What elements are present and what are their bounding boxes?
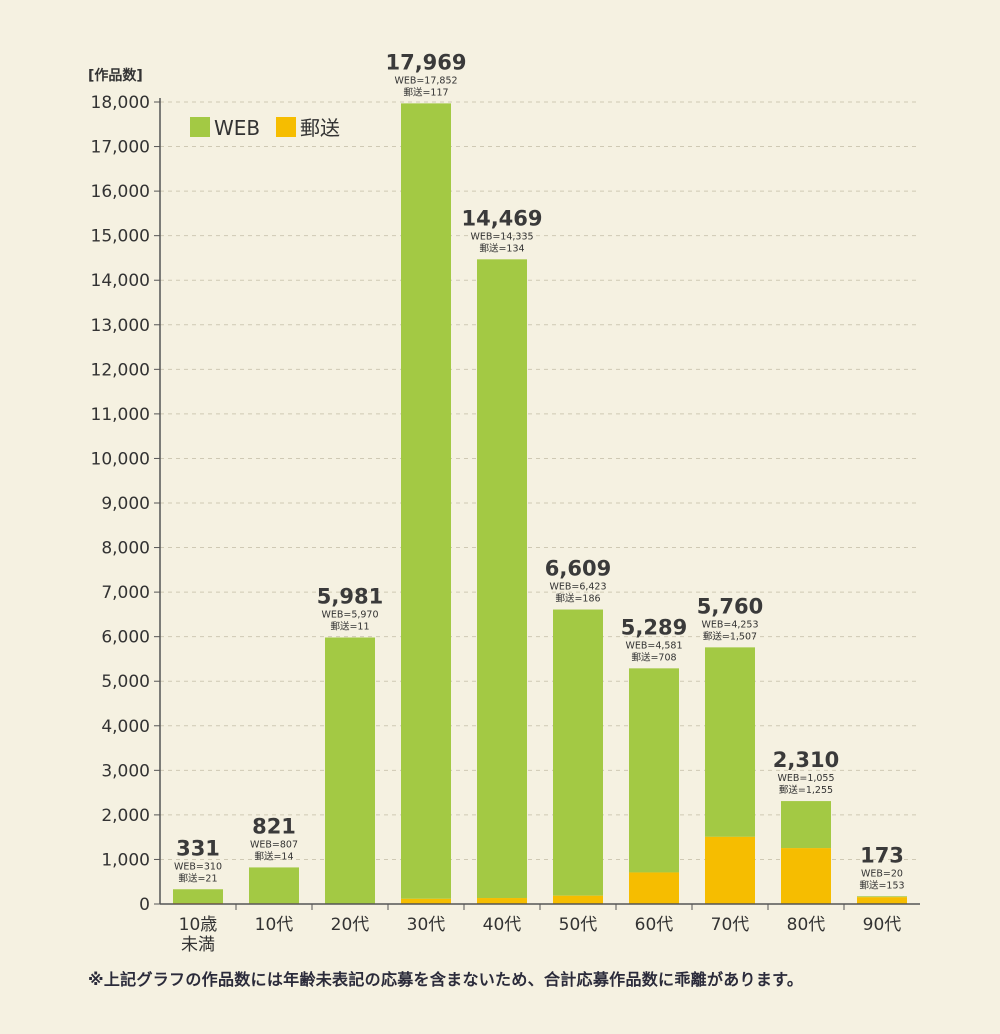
footnote: ※上記グラフの作品数には年齢未表記の応募を含まないため、合計応募作品数に乖離があ…: [88, 970, 804, 989]
legend-swatch-mail: [276, 117, 296, 137]
bar-web: [705, 647, 755, 837]
y-tick-label: 0: [139, 895, 150, 915]
y-tick-label: 14,000: [91, 271, 150, 291]
data-label-web: WEB=14,335: [470, 231, 533, 242]
data-label-total: 2,310: [773, 748, 839, 772]
bar-mail: [629, 872, 679, 904]
data-label-mail: 郵送=14: [254, 850, 293, 862]
x-tick-label: 30代: [407, 915, 446, 935]
data-label-total: 6,609: [545, 557, 611, 581]
data-label-web: WEB=5,970: [321, 610, 378, 621]
y-tick-label: 2,000: [101, 806, 150, 826]
data-label-web: WEB=20: [861, 868, 903, 879]
y-tick-label: 1,000: [101, 850, 150, 870]
bar-web: [553, 609, 603, 896]
y-tick-label: 16,000: [91, 182, 150, 202]
data-label-web: WEB=4,581: [625, 640, 682, 651]
data-label-mail: 郵送=186: [555, 593, 600, 605]
y-axis-label: [作品数]: [88, 67, 143, 84]
data-label-total: 5,981: [317, 585, 383, 609]
data-label-total: 173: [860, 843, 904, 867]
data-label-web: WEB=310: [174, 861, 222, 872]
bar-mail: [781, 848, 831, 904]
bar-web: [781, 801, 831, 849]
bar-web: [401, 103, 451, 899]
y-tick-label: 11,000: [91, 405, 150, 425]
data-label-total: 5,289: [621, 615, 687, 639]
data-label-mail: 郵送=134: [479, 242, 524, 254]
x-tick-label: 50代: [559, 915, 598, 935]
data-label-total: 821: [252, 814, 296, 838]
y-tick-label: 15,000: [91, 227, 150, 247]
bars: [173, 103, 907, 904]
legend-label-mail: 郵送: [300, 116, 340, 140]
y-tick-label: 17,000: [91, 138, 150, 158]
y-tick-label: 9,000: [101, 494, 150, 514]
axes: 0 1,000 2,000 3,000 4,000 5,000 6,000 7,000 8,00…: [88, 67, 920, 955]
x-tick-label: 60代: [635, 915, 674, 935]
bar-web: [857, 896, 907, 898]
legend-swatch-web: [190, 117, 210, 137]
bar-web: [629, 668, 679, 873]
data-label-mail: 郵送=708: [631, 651, 676, 663]
bar-mail: [477, 898, 527, 904]
legend: WEB 郵送: [190, 116, 340, 140]
y-tick-label: 13,000: [91, 316, 150, 336]
data-label-web: WEB=6,423: [549, 582, 606, 593]
data-label-web: WEB=4,253: [701, 619, 758, 630]
data-label-mail: 郵送=117: [403, 86, 448, 98]
y-tick-label: 5,000: [101, 672, 150, 692]
data-label-web: WEB=1,055: [777, 773, 834, 784]
bar-mail: [705, 836, 755, 904]
data-label-mail: 郵送=1,507: [703, 630, 757, 642]
y-tick-label: 6,000: [101, 628, 150, 648]
data-label-mail: 郵送=1,255: [779, 784, 833, 796]
y-tick-label: 10,000: [91, 449, 150, 469]
y-tick-label: 3,000: [101, 761, 150, 781]
bar-web: [325, 637, 375, 904]
bar-mail: [857, 897, 907, 904]
data-label-total: 331: [176, 836, 220, 860]
y-tick-label: 7,000: [101, 583, 150, 603]
data-label-mail: 郵送=153: [859, 879, 904, 891]
bar-web: [249, 867, 299, 904]
data-label-mail: 郵送=21: [178, 872, 217, 884]
data-label-web: WEB=807: [250, 839, 298, 850]
y-tick-label: 18,000: [91, 93, 150, 113]
x-tick-label: 10代: [255, 915, 294, 935]
bar-mail: [401, 898, 451, 904]
data-label-total: 17,969: [385, 50, 466, 74]
data-label-total: 14,469: [461, 206, 542, 230]
x-tick-label: 80代: [787, 915, 826, 935]
bar-web: [477, 259, 527, 899]
y-tick-label: 12,000: [91, 360, 150, 380]
x-tick-label: 90代: [863, 915, 902, 935]
data-label-web: WEB=17,852: [394, 75, 457, 86]
data-label-mail: 郵送=11: [330, 621, 369, 633]
legend-label-web: WEB: [214, 116, 260, 140]
x-tick-label: 20代: [331, 915, 370, 935]
data-label-total: 5,760: [697, 594, 763, 618]
x-tick-label: 10歳未満: [179, 915, 218, 955]
bar-mail: [553, 895, 603, 904]
x-tick-label: 40代: [483, 915, 522, 935]
y-tick-label: 4,000: [101, 717, 150, 737]
y-tick-label: 8,000: [101, 539, 150, 559]
x-tick-label: 70代: [711, 915, 750, 935]
bar-web: [173, 889, 223, 904]
